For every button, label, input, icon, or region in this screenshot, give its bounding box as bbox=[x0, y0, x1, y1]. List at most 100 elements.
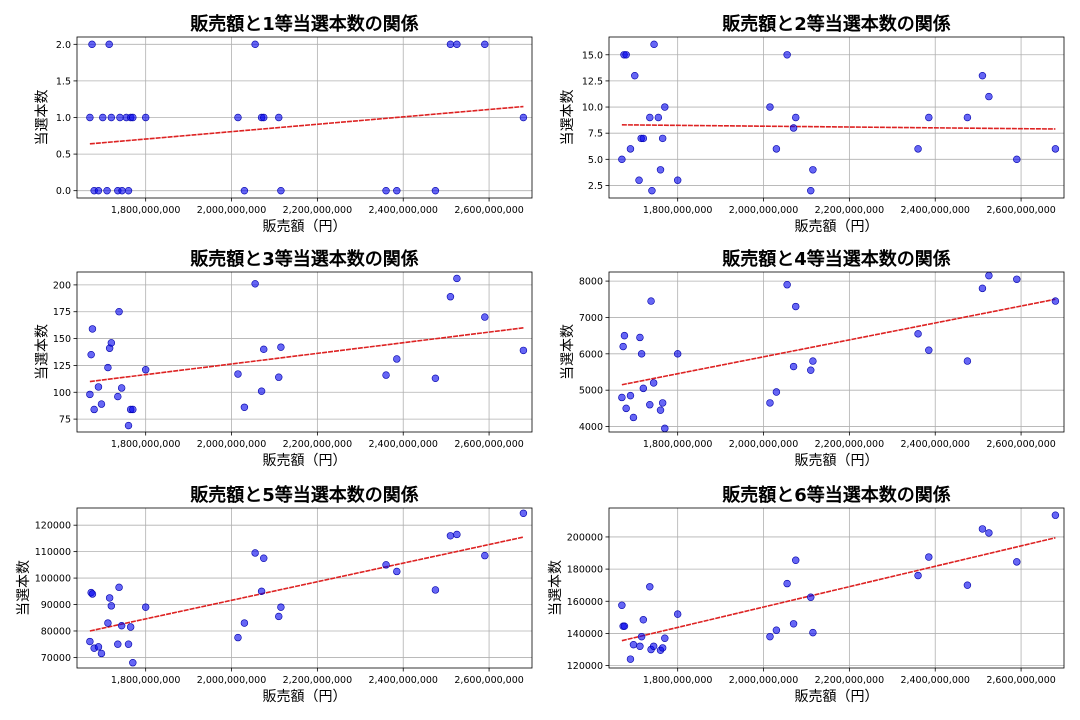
chart-1-point-26 bbox=[446, 40, 455, 49]
chart-6-point-5 bbox=[636, 642, 644, 650]
chart-3-y-tick-label-3: 150 bbox=[53, 334, 71, 345]
chart-6-point-20 bbox=[807, 593, 815, 601]
chart-1-point-27 bbox=[453, 40, 461, 49]
chart-2-point-21 bbox=[807, 186, 815, 195]
chart-1-y-tick-label-1: 0.5 bbox=[56, 150, 71, 161]
chart-4-point-6 bbox=[636, 333, 644, 342]
chart-2-y-axis-label: 当選本数 bbox=[560, 90, 576, 146]
chart-3-point-17 bbox=[240, 403, 249, 412]
chart-3-x-tick-label-4: 2,600,000,000 bbox=[454, 439, 524, 450]
chart-6-point-19 bbox=[792, 556, 800, 564]
chart-4-point-25 bbox=[963, 357, 972, 365]
chart-1-x-tick-label-4: 2,600,000,000 bbox=[454, 205, 524, 216]
chart-6-point-25 bbox=[978, 525, 987, 533]
chart-4-point-17 bbox=[772, 388, 781, 396]
chart-1-point-15 bbox=[141, 113, 150, 122]
chart-6-x-axis-label: 販売額（円） bbox=[795, 689, 879, 705]
chart-4-point-23 bbox=[914, 330, 922, 338]
chart-5-point-16 bbox=[234, 633, 242, 642]
chart-1-y-tick-label-3: 1.5 bbox=[56, 76, 71, 87]
chart-2-point-7 bbox=[639, 134, 648, 143]
chart-4-point-10 bbox=[647, 297, 655, 305]
chart-6-trend-line bbox=[621, 536, 1056, 642]
chart-2-point-26 bbox=[978, 71, 987, 80]
chart-3-point-18 bbox=[251, 280, 259, 288]
chart-2-point-11 bbox=[654, 113, 663, 122]
chart-2-point-3 bbox=[626, 145, 635, 153]
chart-2-plot-frame bbox=[608, 36, 1065, 199]
chart-3-y-tick-label-2: 125 bbox=[53, 361, 71, 372]
chart-6-point-2 bbox=[620, 622, 629, 630]
chart-2-trend-line bbox=[621, 124, 1056, 130]
chart-1-y-axis-label: 当選本数 bbox=[34, 90, 50, 146]
chart-3-point-2 bbox=[88, 325, 97, 333]
chart-3-point-11 bbox=[117, 384, 126, 392]
chart-4-x-tick-label-2: 2,200,000,000 bbox=[815, 439, 885, 450]
chart-3-point-21 bbox=[275, 373, 283, 381]
chart-6-x-tick-label-3: 2,400,000,000 bbox=[900, 675, 970, 686]
chart-3-point-1 bbox=[87, 350, 95, 359]
chart-5-point-6 bbox=[104, 619, 112, 627]
chart-3-y-tick-label-0: 75 bbox=[59, 415, 71, 426]
chart-1-trend-line bbox=[89, 105, 524, 145]
chart-3-point-14 bbox=[129, 405, 137, 414]
chart-4-point-3 bbox=[622, 404, 630, 413]
chart-4-point-7 bbox=[637, 350, 646, 358]
chart-6-title: 販売額と6等当選本数の関係 bbox=[722, 484, 951, 506]
chart-4-y-tick-label-3: 7000 bbox=[579, 313, 603, 324]
chart-4-point-1 bbox=[619, 342, 627, 351]
chart-4-y-tick-label-1: 5000 bbox=[579, 386, 603, 397]
chart-3-x-tick-label-2: 2,200,000,000 bbox=[283, 439, 353, 450]
chart-5-y-axis-label: 当選本数 bbox=[16, 560, 32, 616]
chart-5-point-26 bbox=[446, 532, 455, 540]
chart-2-point-27 bbox=[985, 92, 993, 101]
chart-1-title: 販売額と1等当選本数の関係 bbox=[190, 13, 419, 35]
chart-panel-1: 1,800,000,000 2,000,000,000 2,200,000,000 2… bbox=[34, 13, 533, 235]
chart-5-x-tick-label-1: 2,000,000,000 bbox=[197, 675, 267, 686]
chart-2-x-tick-label-0: 1,800,000,000 bbox=[643, 205, 713, 216]
chart-4-point-4 bbox=[626, 391, 635, 400]
chart-5-point-21 bbox=[275, 612, 283, 621]
chart-5-point-27 bbox=[453, 530, 461, 539]
chart-3-y-axis-label: 当選本数 bbox=[34, 324, 50, 380]
chart-3-y-tick-label-5: 200 bbox=[53, 280, 71, 291]
chart-2-title: 販売額と2等当選本数の関係 bbox=[722, 13, 951, 35]
chart-5-plot-frame bbox=[76, 507, 533, 669]
chart-2-point-25 bbox=[963, 113, 972, 122]
chart-1-point-0 bbox=[86, 113, 94, 122]
chart-2-x-tick-label-3: 2,400,000,000 bbox=[900, 205, 970, 216]
chart-6-point-3 bbox=[626, 655, 635, 663]
chart-6-point-14 bbox=[673, 610, 682, 618]
chart-3-x-tick-label-3: 2,400,000,000 bbox=[368, 439, 438, 450]
chart-2-point-18 bbox=[783, 51, 791, 59]
chart-4-point-12 bbox=[656, 406, 665, 414]
chart-5-point-29 bbox=[519, 509, 528, 517]
chart-2-point-0 bbox=[618, 155, 626, 164]
chart-1-x-tick-label-0: 1,800,000,000 bbox=[111, 205, 181, 216]
chart-6-point-15 bbox=[766, 632, 774, 641]
chart-6-point-28 bbox=[1051, 511, 1060, 519]
chart-5-point-20 bbox=[260, 554, 268, 562]
chart-6-point-12 bbox=[658, 644, 667, 652]
chart-3-point-23 bbox=[382, 371, 390, 379]
chart-5-y-tick-label-0: 70000 bbox=[41, 653, 71, 664]
chart-6-point-16 bbox=[772, 626, 781, 634]
chart-5-y-tick-label-3: 100000 bbox=[35, 574, 71, 585]
chart-3-point-19 bbox=[257, 387, 266, 395]
chart-2-point-22 bbox=[809, 166, 817, 174]
chart-1-point-7 bbox=[107, 113, 116, 122]
chart-1-point-10 bbox=[118, 186, 126, 195]
chart-4-point-19 bbox=[789, 362, 798, 371]
chart-6-point-7 bbox=[639, 616, 648, 624]
chart-1-point-12 bbox=[124, 186, 133, 195]
chart-2-point-15 bbox=[673, 176, 682, 184]
chart-1-point-16 bbox=[234, 113, 242, 122]
chart-5-x-tick-label-0: 1,800,000,000 bbox=[111, 675, 181, 686]
chart-3-point-28 bbox=[481, 313, 489, 321]
chart-4-point-26 bbox=[978, 284, 987, 293]
chart-3-point-26 bbox=[446, 292, 455, 301]
chart-2-point-4 bbox=[631, 71, 639, 80]
chart-2-y-tick-label-0: 2.5 bbox=[588, 181, 603, 192]
chart-6-point-22 bbox=[914, 571, 922, 580]
chart-1-point-24 bbox=[393, 186, 401, 195]
